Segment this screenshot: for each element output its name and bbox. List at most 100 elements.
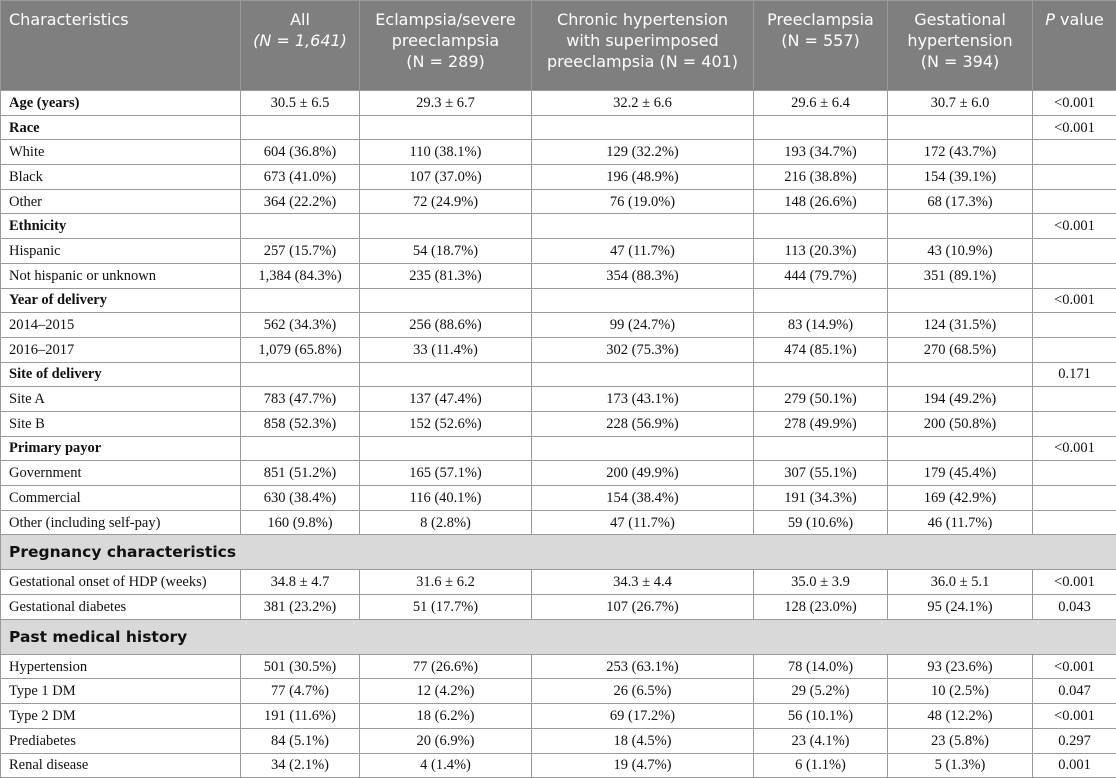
- cell-gestational: 95 (24.1%): [888, 595, 1033, 620]
- cell-gestational: 46 (11.7%): [888, 510, 1033, 535]
- cell-all: 381 (23.2%): [241, 595, 360, 620]
- cell-all: 1,384 (84.3%): [241, 263, 360, 288]
- cell-p-value: [1033, 411, 1116, 436]
- row-label: Hispanic: [1, 239, 241, 264]
- cell-chronic: 228 (56.9%): [532, 411, 754, 436]
- cell-chronic: [532, 436, 754, 461]
- row-label: Other (including self-pay): [1, 510, 241, 535]
- cell-all: 858 (52.3%): [241, 411, 360, 436]
- row-label: Age (years): [1, 91, 241, 116]
- cell-gestational: [888, 436, 1033, 461]
- cell-eclampsia: 116 (40.1%): [360, 486, 532, 511]
- cell-chronic: 18 (4.5%): [532, 728, 754, 753]
- cell-gestational: 43 (10.9%): [888, 239, 1033, 264]
- row-label: Type 1 DM: [1, 679, 241, 704]
- cell-eclampsia: [360, 436, 532, 461]
- row-label: Prediabetes: [1, 728, 241, 753]
- cell-p-value: <0.001: [1033, 214, 1116, 239]
- cell-gestational: 10 (2.5%): [888, 679, 1033, 704]
- cell-chronic: 173 (43.1%): [532, 387, 754, 412]
- row-label: Renal disease: [1, 753, 241, 778]
- cell-chronic: [532, 115, 754, 140]
- cell-p-value: [1033, 239, 1116, 264]
- cell-all: 630 (38.4%): [241, 486, 360, 511]
- row-label: Gestational onset of HDP (weeks): [1, 570, 241, 595]
- section-title: Pregnancy characteristics: [1, 535, 1116, 570]
- cell-eclampsia: 51 (17.7%): [360, 595, 532, 620]
- cell-preeclampsia: 279 (50.1%): [754, 387, 888, 412]
- cell-gestational: 5 (1.3%): [888, 753, 1033, 778]
- cell-gestational: 179 (45.4%): [888, 461, 1033, 486]
- cell-all: [241, 214, 360, 239]
- cell-chronic: 253 (63.1%): [532, 654, 754, 679]
- header-p-value: P value: [1033, 1, 1116, 91]
- cell-preeclampsia: 78 (14.0%): [754, 654, 888, 679]
- cell-preeclampsia: 6 (1.1%): [754, 753, 888, 778]
- cell-chronic: 34.3 ± 4.4: [532, 570, 754, 595]
- cell-chronic: 200 (49.9%): [532, 461, 754, 486]
- cell-gestational: 124 (31.5%): [888, 313, 1033, 338]
- cell-all: 34 (2.1%): [241, 753, 360, 778]
- header-row: Characteristics All (N = 1,641) Eclampsi…: [1, 1, 1116, 91]
- cell-gestational: 36.0 ± 5.1: [888, 570, 1033, 595]
- cell-p-value: <0.001: [1033, 570, 1116, 595]
- cell-eclampsia: 107 (37.0%): [360, 165, 532, 190]
- section-title: Past medical history: [1, 619, 1116, 654]
- cell-all: 160 (9.8%): [241, 510, 360, 535]
- cell-all: 1,079 (65.8%): [241, 337, 360, 362]
- header-gestational-hypertension: Gestational hypertension (N = 394): [888, 1, 1033, 91]
- cell-gestational: [888, 362, 1033, 387]
- cell-all: 851 (51.2%): [241, 461, 360, 486]
- cell-preeclampsia: 216 (38.8%): [754, 165, 888, 190]
- cell-eclampsia: 18 (6.2%): [360, 704, 532, 729]
- cell-p-value: 0.043: [1033, 595, 1116, 620]
- cell-gestational: [888, 214, 1033, 239]
- cell-eclampsia: 110 (38.1%): [360, 140, 532, 165]
- cell-preeclampsia: 128 (23.0%): [754, 595, 888, 620]
- table-row: Gestational onset of HDP (weeks)34.8 ± 4…: [1, 570, 1116, 595]
- cell-preeclampsia: 59 (10.6%): [754, 510, 888, 535]
- cell-gestational: 200 (50.8%): [888, 411, 1033, 436]
- cell-p-value: <0.001: [1033, 704, 1116, 729]
- cell-all: 562 (34.3%): [241, 313, 360, 338]
- row-label: Black: [1, 165, 241, 190]
- cell-all: [241, 288, 360, 313]
- row-label: Race: [1, 115, 241, 140]
- cell-chronic: 302 (75.3%): [532, 337, 754, 362]
- cell-preeclampsia: 191 (34.3%): [754, 486, 888, 511]
- row-label: 2014–2015: [1, 313, 241, 338]
- cell-p-value: 0.047: [1033, 679, 1116, 704]
- cell-preeclampsia: 148 (26.6%): [754, 189, 888, 214]
- cell-chronic: 69 (17.2%): [532, 704, 754, 729]
- group-row: Year of delivery<0.001: [1, 288, 1116, 313]
- cell-all: 77 (4.7%): [241, 679, 360, 704]
- cell-chronic: 47 (11.7%): [532, 510, 754, 535]
- cell-chronic: 26 (6.5%): [532, 679, 754, 704]
- cell-p-value: [1033, 140, 1116, 165]
- cell-p-value: [1033, 461, 1116, 486]
- cell-preeclampsia: 23 (4.1%): [754, 728, 888, 753]
- cell-gestational: 68 (17.3%): [888, 189, 1033, 214]
- cell-preeclampsia: 113 (20.3%): [754, 239, 888, 264]
- cell-p-value: [1033, 313, 1116, 338]
- header-eclampsia-n: (N = 289): [406, 52, 485, 71]
- cell-gestational: 270 (68.5%): [888, 337, 1033, 362]
- cell-gestational: 93 (23.6%): [888, 654, 1033, 679]
- row-label: 2016–2017: [1, 337, 241, 362]
- row-label: Primary payor: [1, 436, 241, 461]
- cell-eclampsia: [360, 115, 532, 140]
- cell-preeclampsia: [754, 214, 888, 239]
- row-label: Not hispanic or unknown: [1, 263, 241, 288]
- row-label: Ethnicity: [1, 214, 241, 239]
- group-row: Primary payor<0.001: [1, 436, 1116, 461]
- cell-all: 30.5 ± 6.5: [241, 91, 360, 116]
